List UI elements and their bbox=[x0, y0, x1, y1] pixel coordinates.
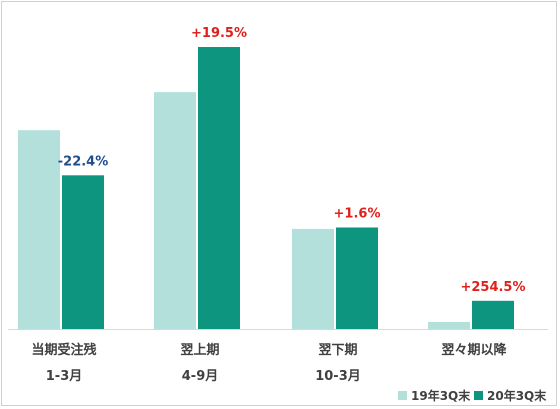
bar-series2-cat1 bbox=[62, 175, 104, 329]
category-label-4: 翌々期以降 bbox=[441, 342, 507, 358]
bar-series1-cat2 bbox=[154, 92, 196, 330]
data-label-4: +254.5% bbox=[460, 280, 525, 295]
bar-series1-cat4 bbox=[428, 321, 470, 329]
category-sublabel-1: 1-3月 bbox=[46, 369, 83, 384]
bar-series1-cat3 bbox=[292, 228, 334, 329]
legend-label-2: 20年3Q末 bbox=[487, 388, 547, 403]
bar-series2-cat2 bbox=[198, 47, 240, 329]
bar-series2-cat3 bbox=[336, 227, 378, 329]
data-label-3: +1.6% bbox=[334, 206, 381, 221]
category-label-2: 翌上期 bbox=[180, 343, 219, 358]
category-label-3: 翌下期 bbox=[318, 343, 357, 358]
legend-swatch-1 bbox=[398, 391, 407, 400]
legend-label-1: 19年3Q末 bbox=[411, 388, 471, 403]
data-label-1: -22.4% bbox=[58, 154, 109, 169]
data-label-2: +19.5% bbox=[191, 26, 247, 41]
category-label-1: 当期受注残 bbox=[31, 342, 96, 358]
category-sublabel-3: 10-3月 bbox=[315, 369, 361, 384]
bar-series1-cat1 bbox=[18, 130, 60, 329]
legend-swatch-2 bbox=[474, 391, 483, 400]
category-sublabel-2: 4-9月 bbox=[182, 369, 219, 384]
bar-series2-cat4 bbox=[472, 300, 514, 329]
